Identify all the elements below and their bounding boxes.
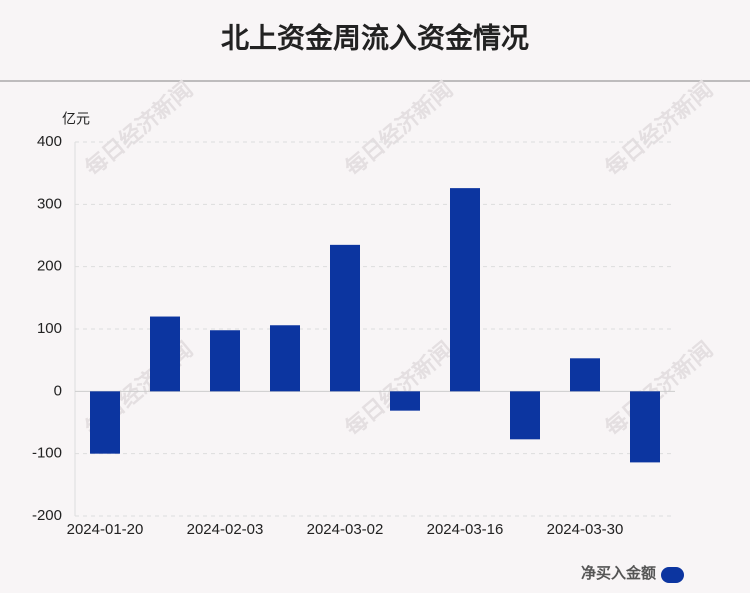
chart-title: 北上资金周流入资金情况 <box>221 21 529 53</box>
x-tick-label: 2024-01-20 <box>67 521 144 538</box>
x-tick-label: 2024-03-30 <box>547 521 624 538</box>
bar <box>390 391 420 411</box>
bar <box>630 391 660 463</box>
y-tick-label: 100 <box>37 320 62 337</box>
y-tick-label: 200 <box>37 258 62 275</box>
bar <box>90 391 120 454</box>
legend-swatch <box>661 567 684 583</box>
x-tick-label: 2024-02-03 <box>187 521 264 538</box>
y-tick-label: 0 <box>54 382 62 399</box>
bar <box>330 244 360 392</box>
x-tick-label: 2024-03-02 <box>307 521 384 538</box>
bar <box>450 188 480 392</box>
bar <box>570 358 600 392</box>
y-unit: 亿元 <box>62 111 90 127</box>
y-tick-label: -200 <box>32 507 62 524</box>
y-tick-label: -100 <box>32 445 62 462</box>
legend-label: 净买入金额 <box>581 564 656 582</box>
y-tick-label: 300 <box>37 195 62 212</box>
x-tick-label: 2024-03-16 <box>427 521 504 538</box>
bar <box>150 316 180 392</box>
bar <box>210 330 240 392</box>
bar <box>510 391 540 440</box>
y-tick-label: 400 <box>37 133 62 150</box>
bar <box>270 325 300 392</box>
